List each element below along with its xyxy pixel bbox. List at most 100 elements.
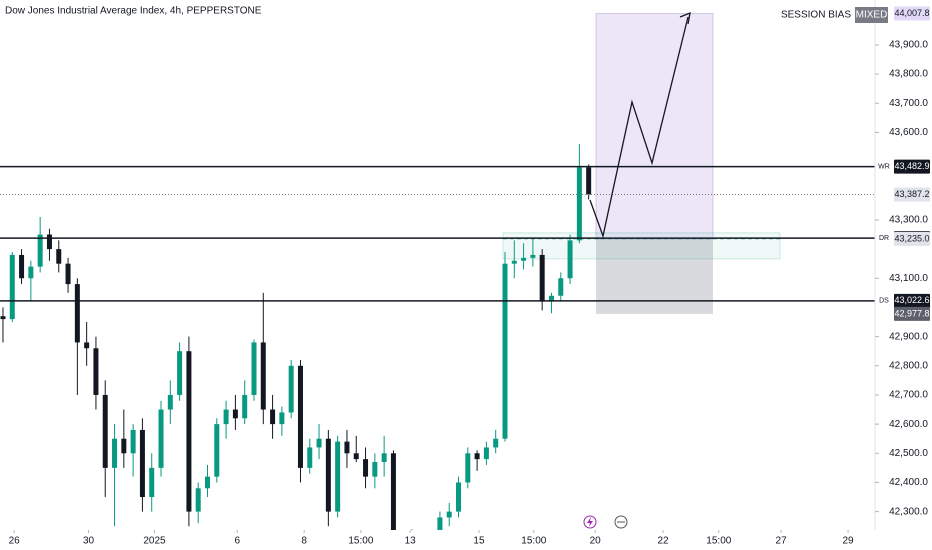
- candle-body: [9, 254, 15, 320]
- level-tag-box: [894, 159, 930, 174]
- candle-body: [279, 412, 285, 425]
- candle-body: [177, 351, 183, 395]
- candle-body: [37, 234, 43, 267]
- target-zone: [595, 12, 714, 240]
- candle-body: [548, 295, 554, 302]
- target-tag-box: [894, 6, 930, 21]
- arrow-head: [679, 11, 691, 25]
- candle-body: [493, 438, 499, 448]
- candle-body: [139, 429, 145, 498]
- stop-tag-box: [894, 306, 930, 321]
- candle-body: [288, 365, 294, 413]
- candle-body: [28, 266, 34, 279]
- candle-body: [112, 438, 118, 468]
- chart-title: Dow Jones Industrial Average Index, 4h, …: [5, 6, 262, 17]
- y-tick-label: 42,600.0: [889, 419, 928, 430]
- y-tick-label: 43,600.0: [889, 127, 928, 138]
- candle-body: [437, 517, 443, 530]
- last-price-tag-box: [894, 187, 930, 202]
- y-tick-label: 43,300.0: [889, 215, 928, 226]
- x-tick-label: 6: [234, 536, 240, 547]
- candle-body: [483, 447, 489, 460]
- candle-body: [65, 263, 71, 285]
- candle-body: [0, 316, 6, 320]
- x-tick-label: 26: [9, 536, 21, 547]
- x-tick-label: 15:00: [706, 536, 731, 547]
- candle-body: [242, 394, 248, 419]
- level-name: WR: [878, 163, 890, 170]
- candle-body: [297, 365, 303, 468]
- candle-body: [260, 342, 266, 410]
- candle-body: [214, 424, 220, 477]
- candle-body: [102, 394, 108, 468]
- candle-body: [205, 476, 211, 489]
- candles: [0, 144, 592, 530]
- candle-body: [167, 394, 173, 410]
- level-name: DS: [879, 298, 889, 305]
- y-tick-label: 42,700.0: [889, 390, 928, 401]
- x-tick-label: 22: [657, 536, 669, 547]
- candle-body: [530, 254, 536, 258]
- candle-body: [502, 263, 508, 439]
- y-tick-label: 42,300.0: [889, 506, 928, 517]
- entry-tag-box: [894, 231, 930, 246]
- candle-body: [19, 254, 25, 279]
- candle-body: [381, 453, 387, 463]
- candle-body: [195, 488, 201, 512]
- entry-band: [502, 232, 781, 260]
- candle-body: [576, 167, 582, 241]
- candle-body: [325, 438, 331, 512]
- y-tick-label: 42,900.0: [889, 331, 928, 342]
- y-tick-label: 43,800.0: [889, 69, 928, 80]
- level-tag-box: [894, 293, 930, 308]
- x-tick-label: 2025: [143, 536, 166, 547]
- x-tick-label: 20: [590, 536, 602, 547]
- level-name: DR: [879, 235, 889, 242]
- target-tag: 44,007.8: [894, 8, 929, 18]
- candle-body: [84, 342, 90, 349]
- candle-body: [586, 167, 592, 195]
- candle-body: [74, 284, 80, 343]
- x-tick-label: 15: [473, 536, 485, 547]
- candle-body: [121, 438, 127, 454]
- x-tick-label: 30: [83, 536, 95, 547]
- candle-body: [344, 441, 350, 454]
- candle-body: [567, 240, 573, 279]
- candle-body: [93, 348, 99, 395]
- candle-body: [465, 453, 471, 483]
- candle-body: [521, 257, 527, 261]
- candle-body: [539, 254, 545, 302]
- candle-body: [456, 482, 462, 512]
- event-icons: [583, 515, 628, 529]
- overlay: WR DR DS: [0, 163, 890, 305]
- candle-body: [232, 409, 238, 419]
- session-bias-box: [855, 7, 888, 23]
- y-tick-label: 43,100.0: [889, 273, 928, 284]
- candle-body: [511, 260, 517, 264]
- last-price-tag: 43,387.2: [894, 189, 929, 199]
- x-tick-label: 29: [842, 536, 854, 547]
- candle-body: [558, 278, 564, 296]
- x-tick-label: 8: [301, 536, 307, 547]
- event-icon-glyph: [587, 517, 593, 527]
- candle-body: [158, 409, 164, 468]
- candle-body: [316, 438, 322, 448]
- candle-body: [372, 462, 378, 477]
- candle-body: [474, 453, 480, 460]
- candle-body: [307, 447, 313, 468]
- y-tick-label: 43,700.0: [889, 98, 928, 109]
- y-tick-label: 43,900.0: [889, 40, 928, 51]
- candle-body: [353, 453, 359, 460]
- candle-body: [46, 234, 52, 250]
- y-tick-label: 42,800.0: [889, 360, 928, 371]
- x-tick-label: 27: [776, 536, 788, 547]
- candle-body: [363, 459, 369, 477]
- x-tick-label: 15:00: [348, 536, 373, 547]
- candle-body: [251, 342, 257, 395]
- y-tick-label: 42,400.0: [889, 477, 928, 488]
- candle-body: [56, 249, 62, 264]
- candle-body: [186, 351, 192, 512]
- x-tick-label: 13: [405, 536, 417, 547]
- candle-body: [390, 453, 396, 530]
